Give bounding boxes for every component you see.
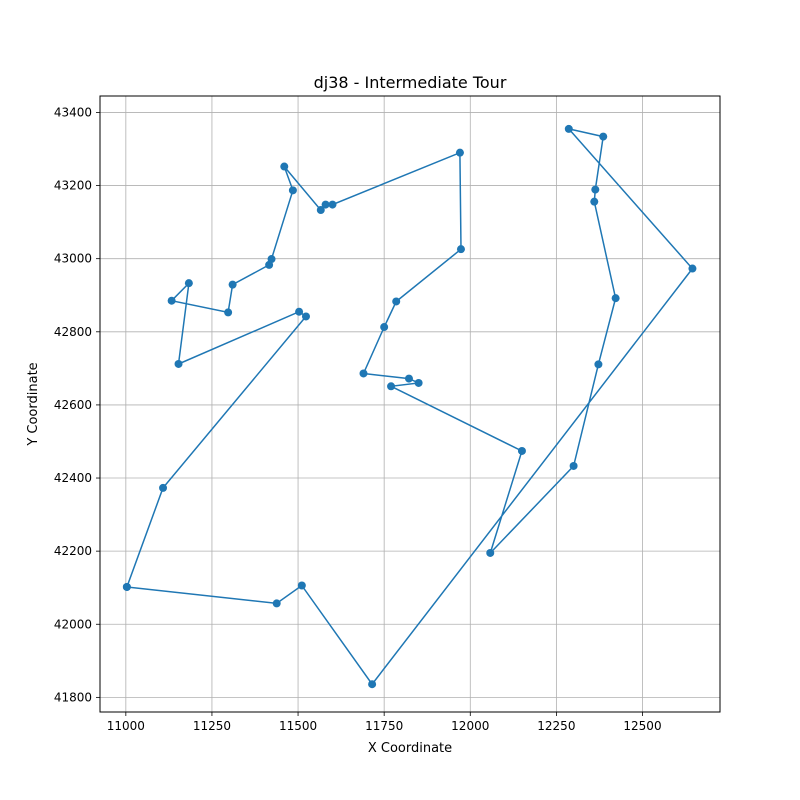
- city-point: [569, 461, 578, 470]
- city-point: [272, 599, 281, 608]
- city-point: [455, 148, 464, 157]
- city-point: [456, 245, 465, 254]
- city-point: [184, 279, 193, 288]
- city-point: [267, 255, 276, 264]
- city-point: [591, 185, 600, 194]
- city-point: [594, 360, 603, 369]
- y-tick-label: 41800: [54, 690, 92, 704]
- y-tick-label: 42600: [54, 398, 92, 412]
- city-point: [359, 369, 368, 378]
- x-tick-label: 11250: [193, 719, 231, 733]
- x-axis-label: X Coordinate: [368, 741, 452, 756]
- city-point: [295, 307, 304, 316]
- x-tick-label: 11750: [365, 719, 403, 733]
- y-tick-label: 43200: [54, 179, 92, 193]
- city-point: [224, 308, 233, 317]
- y-tick-label: 42400: [54, 471, 92, 485]
- city-point: [599, 132, 608, 141]
- city-point: [368, 680, 377, 689]
- city-point: [174, 359, 183, 368]
- city-point: [590, 197, 599, 206]
- axis-ticks: 11000 11250 11500 11750 12000 12250 12500 41800…: [54, 105, 662, 733]
- y-tick-label: 42200: [54, 544, 92, 558]
- city-point: [486, 548, 495, 557]
- chart-title: dj38 - Intermediate Tour: [314, 73, 507, 92]
- city-point: [301, 312, 310, 321]
- y-axis-label: Y Coordinate: [26, 362, 41, 446]
- city-point: [288, 186, 297, 195]
- city-point: [404, 374, 413, 383]
- x-tick-label: 12250: [537, 719, 575, 733]
- city-point: [316, 206, 325, 215]
- city-point: [321, 200, 330, 209]
- x-tick-label: 11000: [107, 719, 145, 733]
- city-point: [392, 297, 401, 306]
- city-point: [280, 162, 289, 171]
- plot-frame: [99, 95, 721, 713]
- city-point: [297, 581, 306, 590]
- gridlines: [100, 96, 720, 712]
- city-point: [159, 483, 168, 492]
- y-tick-label: 42000: [54, 617, 92, 631]
- city-point: [611, 294, 620, 303]
- city-point: [167, 296, 176, 305]
- city-point: [122, 582, 131, 591]
- city-point: [380, 323, 389, 332]
- x-tick-label: 11500: [279, 719, 317, 733]
- y-tick-label: 42800: [54, 325, 92, 339]
- x-tick-label: 12000: [451, 719, 489, 733]
- city-point: [228, 280, 237, 289]
- city-point: [387, 382, 396, 391]
- y-tick-label: 43400: [54, 105, 92, 119]
- city-point: [517, 446, 526, 455]
- city-point: [414, 378, 423, 387]
- tour-series: [122, 124, 697, 689]
- tour-path-line: [126, 127, 694, 686]
- x-tick-label: 12500: [623, 719, 661, 733]
- city-point: [328, 200, 337, 209]
- city-point: [688, 264, 697, 273]
- city-point: [564, 124, 573, 133]
- y-tick-label: 43000: [54, 252, 92, 266]
